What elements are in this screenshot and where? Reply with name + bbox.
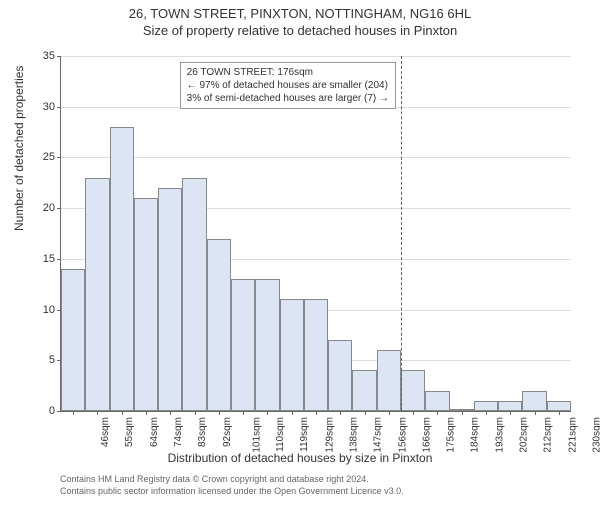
y-tick-label: 20 [33, 202, 55, 214]
y-tick-label: 25 [33, 151, 55, 163]
y-tickmark [57, 157, 61, 158]
x-tickmark [219, 411, 220, 415]
x-tickmark [316, 411, 317, 415]
x-tickmark [413, 411, 414, 415]
histogram-bar [474, 401, 498, 411]
x-tick-label: 92sqm [222, 417, 233, 447]
x-tickmark [462, 411, 463, 415]
x-tick-label: 166sqm [421, 417, 432, 453]
x-tickmark [437, 411, 438, 415]
y-tick-label: 5 [33, 354, 55, 366]
x-tickmark [292, 411, 293, 415]
x-tickmark [146, 411, 147, 415]
ref-box-line3: 3% of semi-detached houses are larger (7… [187, 92, 389, 105]
y-tickmark [57, 411, 61, 412]
x-tick-label: 156sqm [397, 417, 408, 453]
y-tick-label: 30 [33, 101, 55, 113]
x-tickmark [73, 411, 74, 415]
y-tick-label: 35 [33, 50, 55, 62]
x-tick-label: 175sqm [446, 417, 457, 453]
x-tickmark [365, 411, 366, 415]
x-tickmark [195, 411, 196, 415]
x-tick-label: 119sqm [299, 417, 310, 452]
x-tick-label: 230sqm [591, 417, 600, 453]
histogram-bar [280, 299, 304, 411]
x-tick-label: 46sqm [100, 417, 111, 447]
x-tickmark [122, 411, 123, 415]
x-tickmark [97, 411, 98, 415]
x-tickmark [535, 411, 536, 415]
histogram-bar [231, 279, 255, 411]
x-tickmark [243, 411, 244, 415]
ref-box-line2: ← 97% of detached houses are smaller (20… [187, 79, 389, 92]
y-axis-label: Number of detached properties [12, 66, 26, 231]
histogram-bar [547, 401, 571, 411]
y-tickmark [57, 107, 61, 108]
x-tickmark [510, 411, 511, 415]
x-tick-label: 221sqm [567, 417, 578, 453]
title-address: 26, TOWN STREET, PINXTON, NOTTINGHAM, NG… [0, 6, 600, 21]
histogram-bar [134, 198, 158, 411]
histogram-bar [182, 178, 206, 411]
y-tickmark [57, 208, 61, 209]
attribution-text: Contains HM Land Registry data © Crown c… [60, 474, 404, 497]
histogram-bar [304, 299, 328, 411]
x-tick-label: 74sqm [173, 417, 184, 447]
title-subtitle: Size of property relative to detached ho… [0, 23, 600, 38]
x-tick-label: 55sqm [124, 417, 135, 447]
ref-box-line1: 26 TOWN STREET: 176sqm [187, 66, 389, 79]
histogram-bar [328, 340, 352, 411]
histogram-bar [498, 401, 522, 411]
histogram-bar [522, 391, 546, 411]
x-tickmark [170, 411, 171, 415]
y-tickmark [57, 56, 61, 57]
attribution-line1: Contains HM Land Registry data © Crown c… [60, 474, 404, 486]
x-tickmark [267, 411, 268, 415]
x-tickmark [486, 411, 487, 415]
reference-line [401, 56, 402, 411]
histogram-bar [425, 391, 449, 411]
y-tickmark [57, 259, 61, 260]
x-tick-label: 64sqm [149, 417, 160, 447]
x-tick-label: 129sqm [324, 417, 335, 453]
attribution-line2: Contains public sector information licen… [60, 486, 404, 498]
y-tick-label: 15 [33, 253, 55, 265]
histogram-bar [255, 279, 279, 411]
x-tickmark [389, 411, 390, 415]
x-tick-label: 212sqm [543, 417, 554, 453]
gridline [61, 157, 571, 158]
x-tick-label: 193sqm [494, 417, 505, 453]
x-tick-label: 138sqm [349, 417, 360, 453]
x-tick-label: 147sqm [373, 417, 384, 453]
histogram-bar [158, 188, 182, 411]
x-tickmark [559, 411, 560, 415]
x-axis-label: Distribution of detached houses by size … [0, 451, 600, 465]
histogram-bar [61, 269, 85, 411]
histogram-bar [377, 350, 401, 411]
y-tick-label: 0 [33, 405, 55, 417]
x-tickmark [340, 411, 341, 415]
reference-info-box: 26 TOWN STREET: 176sqm← 97% of detached … [180, 62, 396, 109]
histogram-bar [110, 127, 134, 411]
x-tick-label: 83sqm [197, 417, 208, 447]
x-tick-label: 110sqm [275, 417, 286, 452]
histogram-bar [401, 370, 425, 411]
gridline [61, 56, 571, 57]
x-tick-label: 101sqm [251, 417, 262, 453]
x-tick-label: 184sqm [470, 417, 481, 453]
histogram-chart: 0510152025303546sqm55sqm64sqm74sqm83sqm9… [60, 56, 571, 412]
histogram-bar [85, 178, 109, 411]
histogram-bar [352, 370, 376, 411]
x-tick-label: 202sqm [519, 417, 530, 453]
histogram-bar [207, 239, 231, 411]
y-tick-label: 10 [33, 304, 55, 316]
